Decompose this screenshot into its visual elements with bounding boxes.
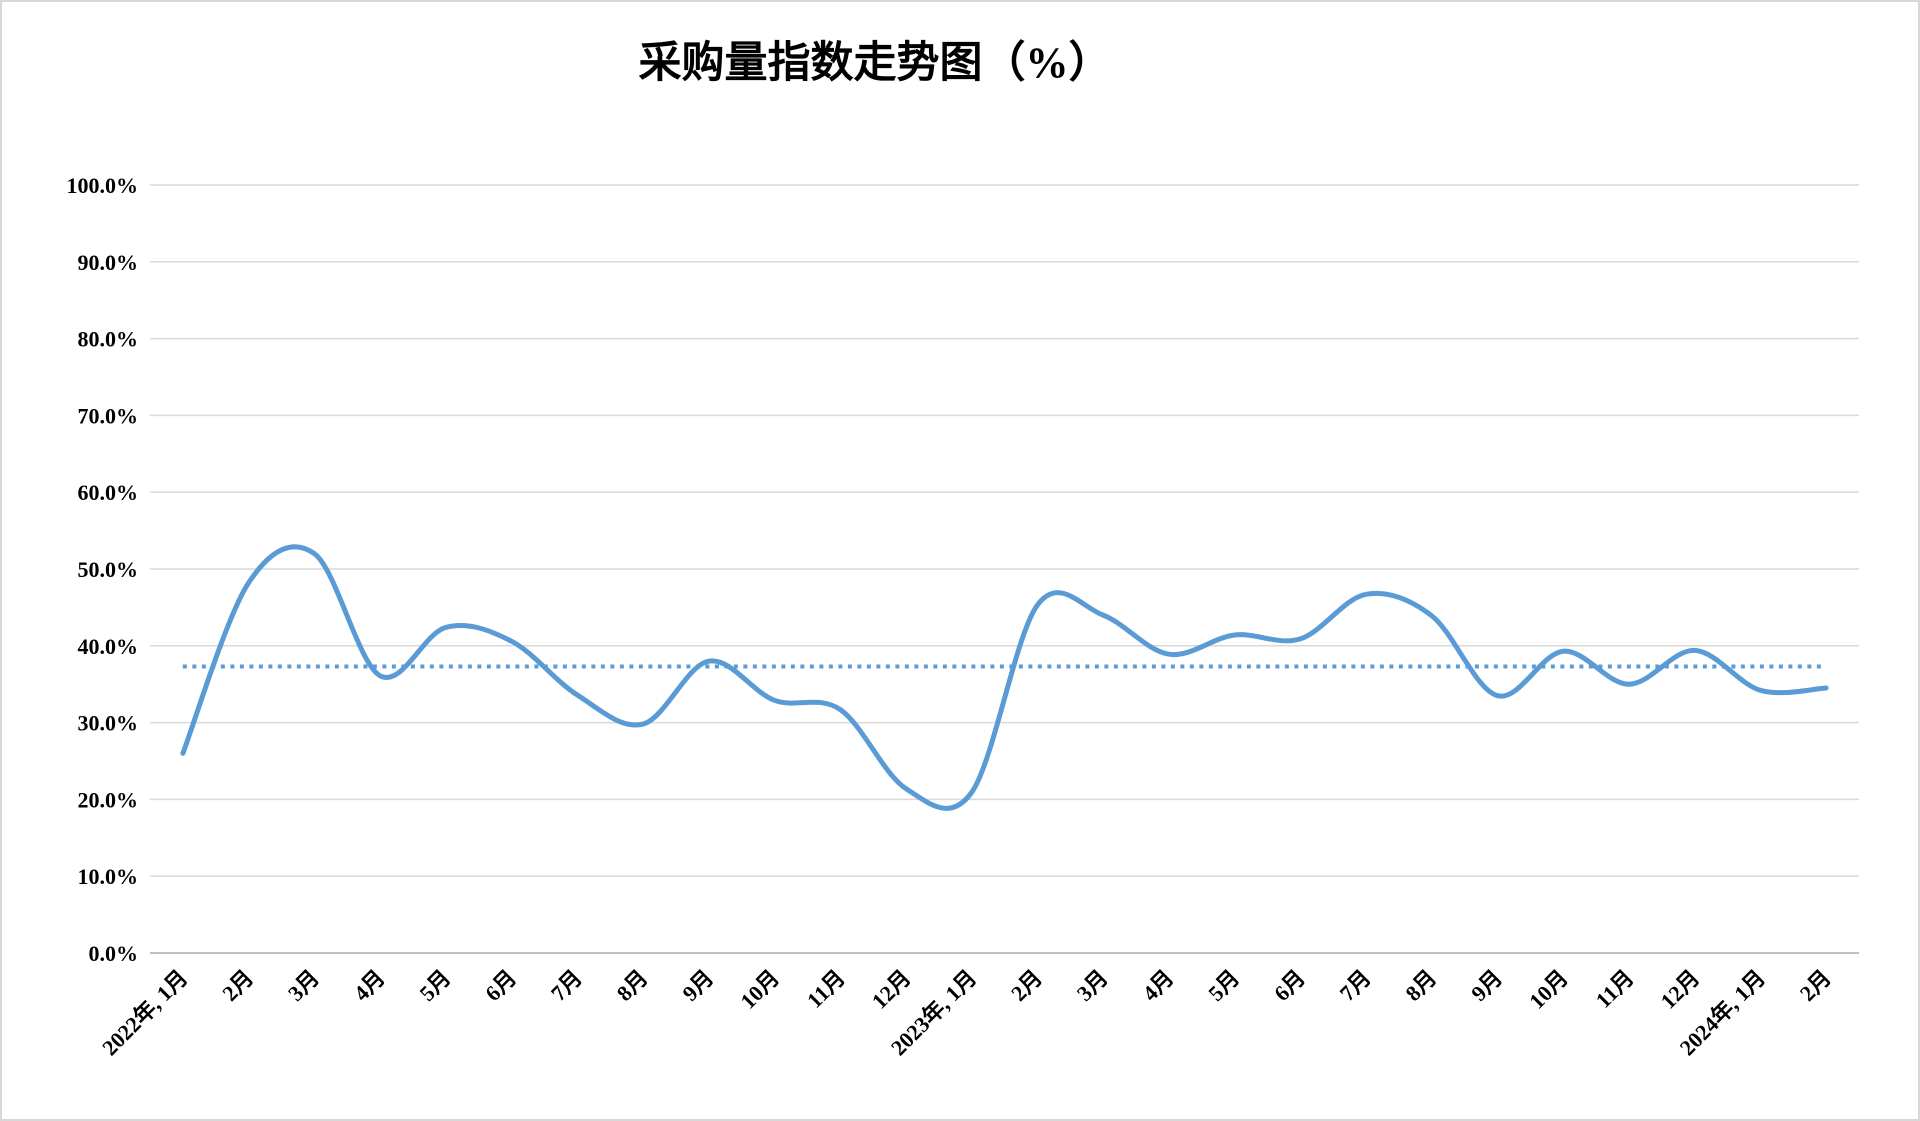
x-axis-tick-label: 5月 — [1203, 965, 1244, 1006]
x-axis-tick-label: 11月 — [1591, 965, 1639, 1013]
y-axis-labels-group: 0.0% 10.0% 20.0% 30.0% 40.0% 50.0% 60.0% 70.0% 8… — [67, 173, 139, 966]
x-axis-tick-label: 5月 — [414, 965, 455, 1006]
x-axis-tick-label: 9月 — [1466, 965, 1507, 1006]
x-axis-tick-label: 12月 — [867, 965, 916, 1014]
x-axis-tick-label: 4月 — [349, 965, 390, 1006]
x-axis-tick-label: 6月 — [1269, 965, 1310, 1006]
gridlines-group — [150, 184, 1859, 954]
x-axis-tick-label: 11月 — [802, 965, 850, 1013]
x-axis-tick-label: 2022年, 1月 — [97, 965, 192, 1060]
x-axis-tick-label: 4月 — [1137, 965, 1178, 1006]
x-axis-tick-label: 3月 — [1072, 965, 1113, 1006]
x-axis-tick-label: 10月 — [735, 965, 784, 1014]
y-axis-tick-label: 30.0% — [78, 711, 139, 736]
x-axis-tick-label: 9月 — [677, 965, 718, 1006]
y-axis-tick-label: 50.0% — [78, 557, 139, 582]
chart-title: 采购量指数走势图（%） — [638, 40, 1112, 87]
x-axis-tick-label: 6月 — [480, 965, 521, 1006]
x-axis-labels-group: 2022年, 1月 2月 3月 4月 5月 6月 7月 8月 9月 10月 11月 12月2023年,… — [97, 965, 1836, 1060]
y-axis-tick-label: 100.0% — [67, 173, 139, 198]
series-group — [180, 544, 1829, 811]
x-axis-tick-label: 10月 — [1524, 965, 1573, 1014]
y-axis-tick-label: 40.0% — [78, 634, 139, 659]
x-axis-tick-label: 8月 — [1400, 965, 1441, 1006]
x-axis-tick-label: 8月 — [612, 965, 653, 1006]
series-line — [180, 544, 1829, 811]
y-axis-tick-label: 80.0% — [78, 327, 139, 352]
x-axis-tick-label: 2月 — [1006, 965, 1047, 1006]
x-axis-tick-label: 12月 — [1656, 965, 1705, 1014]
y-axis-tick-label: 70.0% — [78, 403, 139, 428]
y-axis-tick-label: 90.0% — [78, 250, 139, 275]
x-axis-tick-label: 7月 — [1335, 965, 1376, 1006]
y-axis-tick-label: 60.0% — [78, 480, 139, 505]
y-axis-tick-label: 20.0% — [78, 787, 139, 812]
x-axis-tick-label: 2月 — [1795, 965, 1836, 1006]
y-axis-tick-label: 10.0% — [78, 864, 139, 889]
y-axis-tick-label: 0.0% — [89, 941, 139, 966]
x-axis-tick-label: 7月 — [546, 965, 587, 1006]
x-axis-tick-label: 3月 — [283, 965, 324, 1006]
x-axis-tick-label: 2月 — [217, 965, 258, 1006]
